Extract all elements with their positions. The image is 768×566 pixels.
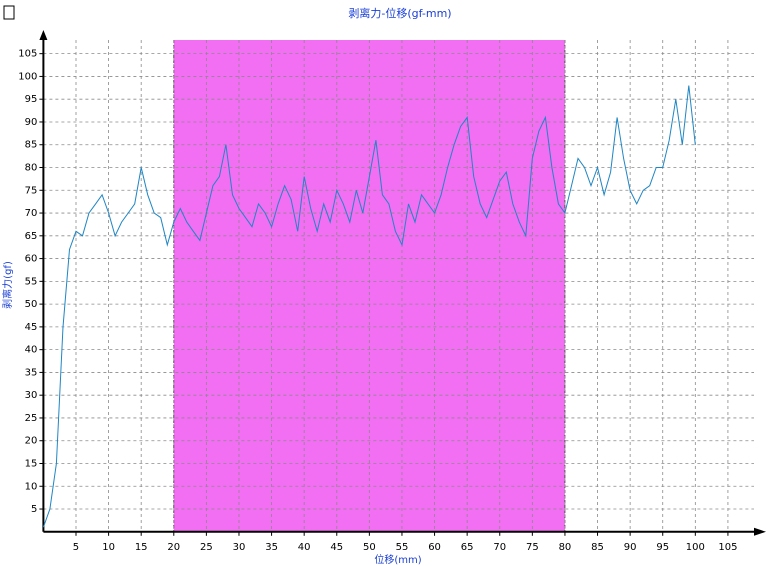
y-tick-label: 35 [25,367,38,378]
x-tick-label: 65 [461,542,474,553]
x-tick-label: 100 [686,542,705,553]
x-tick-label: 60 [428,542,441,553]
icon [3,5,15,20]
y-tick-label: 50 [25,299,38,310]
y-axis-arrow [39,30,48,40]
x-tick-label: 55 [396,542,409,553]
y-tick-label: 20 [25,436,38,447]
x-tick-label: 105 [718,542,737,553]
y-tick-label: 10 [25,481,38,492]
x-tick-label: 35 [265,542,278,553]
x-tick-label: 90 [624,542,637,553]
x-tick-label: 20 [167,542,180,553]
y-tick-label: 25 [25,413,38,424]
x-tick-label: 85 [591,542,604,553]
y-axis-label: 剥离力(gf) [1,261,14,309]
x-axis-arrow [754,527,766,536]
x-tick-label: 70 [493,542,506,553]
y-tick-label: 40 [25,345,38,356]
y-tick-label: 65 [25,231,38,242]
x-tick-label: 45 [330,542,343,553]
y-tick-label: 60 [25,254,38,265]
x-tick-label: 15 [135,542,148,553]
x-tick-label: 30 [233,542,246,553]
y-tick-label: 70 [25,208,38,219]
y-tick-label: 100 [18,71,37,82]
x-tick-label: 95 [656,542,669,553]
chart-title: 剥离力-位移(gf-mm) [348,6,451,20]
y-tick-label: 105 [18,49,37,60]
y-tick-label: 85 [25,140,38,151]
y-tick-label: 95 [25,94,38,105]
y-tick-label: 15 [25,458,38,469]
x-tick-label: 75 [526,542,539,553]
x-tick-label: 50 [363,542,376,553]
x-tick-label: 25 [200,542,213,553]
y-tick-label: 45 [25,322,38,333]
data-line [42,85,696,528]
x-tick-label: 40 [298,542,311,553]
y-tick-label: 80 [25,163,38,174]
x-tick-label: 10 [102,542,115,553]
y-tick-label: 55 [25,276,38,287]
x-tick-label: 80 [559,542,572,553]
x-tick-label: 5 [73,542,79,553]
y-tick-label: 75 [25,185,38,196]
y-tick-label: 90 [25,117,38,128]
y-tick-label: 30 [25,390,38,401]
y-tick-label: 5 [31,504,37,515]
x-axis-label: 位移(mm) [374,553,421,566]
